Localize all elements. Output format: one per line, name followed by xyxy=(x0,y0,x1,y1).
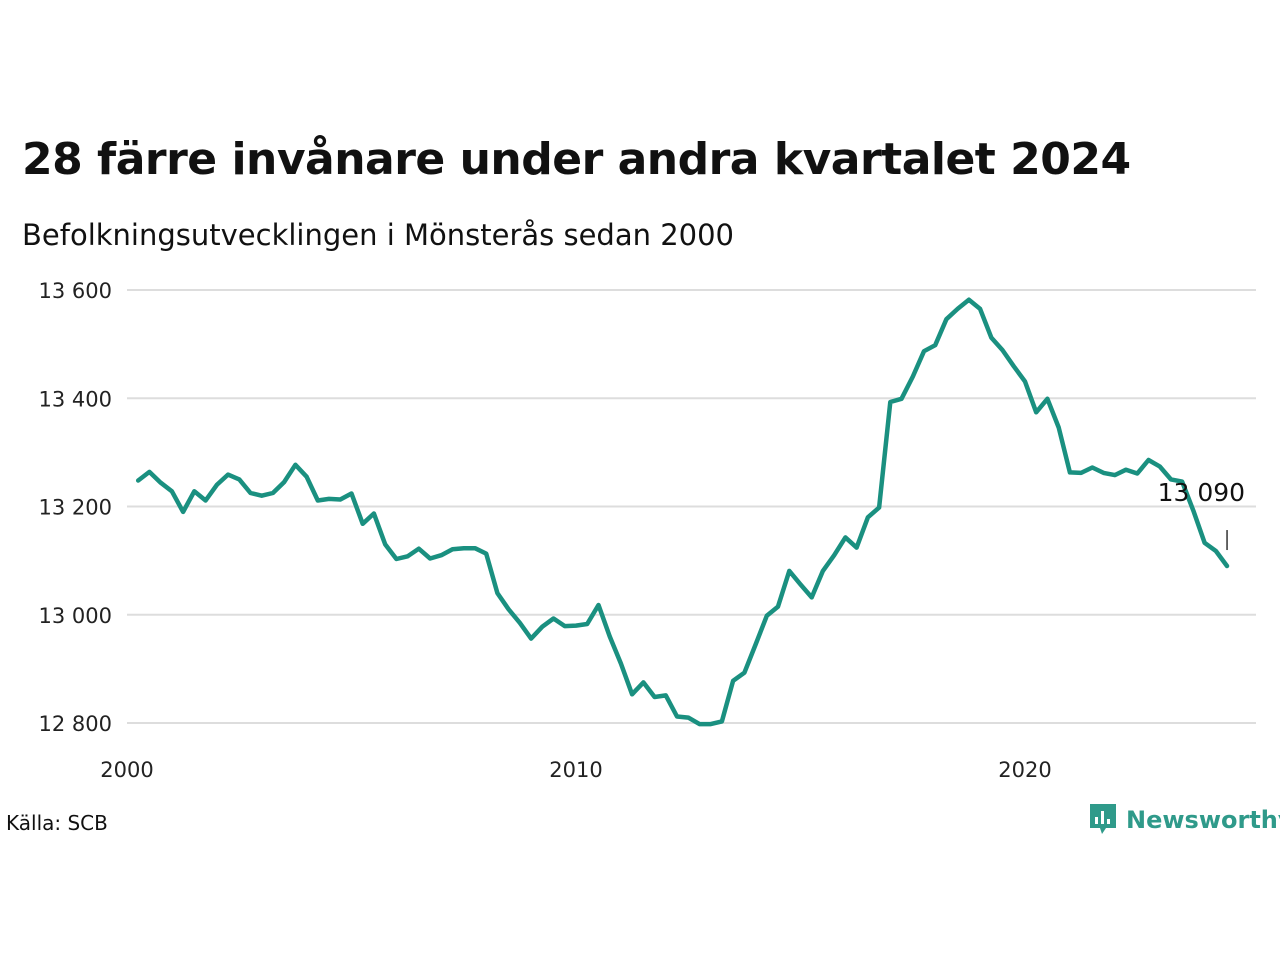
brand-logo[interactable]: Newsworthy xyxy=(1088,802,1280,838)
brand-name: Newsworthy xyxy=(1126,806,1280,834)
x-tick-label: 2010 xyxy=(549,758,602,782)
chart-subtitle: Befolkningsutvecklingen i Mönsterås seda… xyxy=(22,218,735,252)
x-tick-label: 2020 xyxy=(998,758,1051,782)
gridlines xyxy=(127,289,1256,724)
y-axis-ticks: 12 800 13 000 13 200 13 400 13 600 xyxy=(39,279,112,736)
y-tick-label: 13 600 xyxy=(39,279,112,303)
series-line xyxy=(135,297,1230,727)
y-tick-label: 13 200 xyxy=(39,496,112,520)
y-tick-label: 12 800 xyxy=(39,712,112,736)
x-axis-ticks: 2000 2010 2020 xyxy=(100,758,1051,782)
series-layer xyxy=(135,297,1230,727)
end-value-label: 13 090 xyxy=(1158,478,1245,507)
y-tick-label: 13 000 xyxy=(39,604,112,628)
y-tick-label: 13 400 xyxy=(39,387,112,411)
annotation-layer: 13 090 xyxy=(1158,478,1245,551)
x-tick-label: 2000 xyxy=(100,758,153,782)
chart-title: 28 färre invånare under andra kvartalet … xyxy=(22,134,1131,185)
source-note: Källa: SCB xyxy=(6,811,108,835)
newsworthy-logo-icon xyxy=(1090,804,1116,834)
